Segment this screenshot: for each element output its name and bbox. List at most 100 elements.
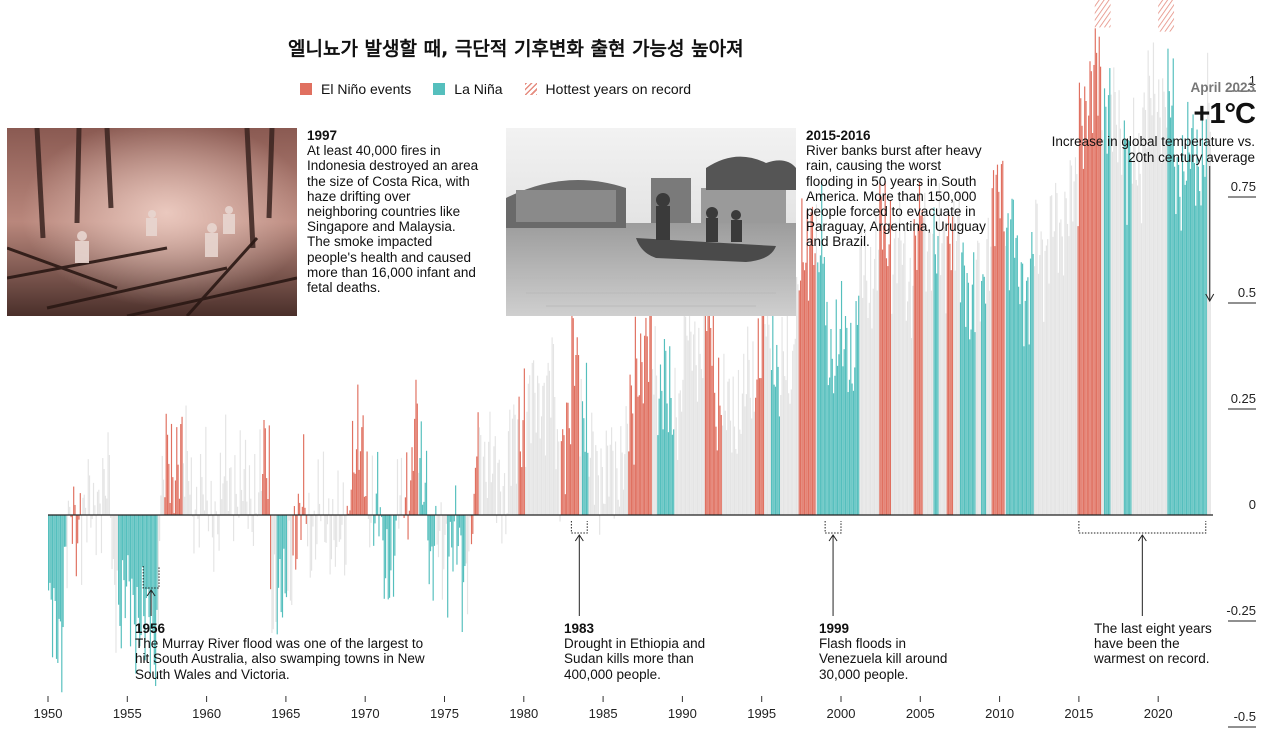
anomaly-bar: [1189, 168, 1192, 515]
anomaly-bar: [198, 515, 200, 548]
anomaly-bar: [571, 304, 573, 515]
anomaly-bar: [115, 515, 117, 653]
anomaly-bar: [223, 476, 225, 515]
anomaly-bar: [908, 281, 910, 515]
anomaly-bar: [1129, 141, 1131, 515]
anomaly-bar: [632, 413, 634, 515]
anomaly-bar: [248, 465, 251, 515]
anomaly-bar: [1000, 164, 1003, 515]
anomaly-bar: [704, 311, 706, 515]
anomaly-bar: [1208, 102, 1210, 515]
anomaly-bar: [262, 473, 264, 515]
anomaly-bar: [221, 499, 223, 515]
anomaly-bar: [645, 317, 647, 515]
anomaly-bar: [876, 290, 878, 515]
anomaly-bar: [387, 515, 389, 600]
anomaly-bar: [422, 504, 424, 515]
anomaly-bar: [362, 415, 364, 515]
anomaly-bar: [629, 374, 631, 515]
anomaly-bar: [576, 337, 578, 515]
anomaly-bar: [1150, 98, 1152, 516]
anomaly-bar: [809, 245, 811, 515]
anomaly-bar: [991, 188, 993, 516]
anomaly-bar: [994, 246, 996, 516]
anomaly-bar: [256, 515, 258, 517]
anomaly-bar: [1041, 239, 1044, 515]
anomaly-bar: [835, 299, 837, 515]
anomaly-bar: [572, 318, 574, 515]
anomaly-bar: [1191, 128, 1193, 515]
anomaly-bar: [218, 515, 220, 551]
anomaly-bar: [95, 515, 97, 556]
anomaly-bar: [492, 473, 494, 515]
anomaly-bar: [975, 259, 977, 515]
current-date: April 2023: [1190, 80, 1255, 95]
anomaly-bar: [850, 322, 852, 515]
anomaly-bar: [344, 515, 346, 576]
annotation-arrow-head: [828, 534, 838, 542]
anomaly-bar: [752, 341, 754, 515]
anomaly-bar: [210, 480, 212, 515]
el-nino-swatch: [300, 83, 312, 95]
anomaly-bar: [591, 412, 593, 515]
anomaly-bar: [91, 515, 93, 520]
y-tick-label: 0.25: [1231, 391, 1256, 406]
anomaly-bar: [722, 425, 724, 515]
anomaly-bar: [247, 515, 249, 529]
anomaly-bar: [474, 467, 477, 515]
anomaly-bar: [386, 515, 388, 530]
anomaly-bar: [459, 515, 461, 528]
anomaly-bar: [859, 244, 861, 515]
anomaly-bar: [1159, 117, 1161, 515]
anomaly-bar: [924, 192, 926, 516]
anomaly-bar: [1131, 183, 1133, 515]
anomaly-bar: [114, 515, 116, 585]
anomaly-bar: [396, 459, 399, 515]
anomaly-bar: [48, 515, 50, 591]
anomaly-bar: [715, 426, 717, 515]
anomaly-bar: [161, 455, 163, 515]
anomaly-bar: [588, 476, 590, 515]
anomaly-bar: [674, 367, 676, 515]
anomaly-bar: [173, 513, 175, 515]
anomaly-bar: [573, 385, 576, 515]
anomaly-bar: [127, 515, 129, 556]
anomaly-bar: [213, 515, 215, 572]
anomaly-bar: [408, 510, 410, 515]
anomaly-bar: [641, 362, 643, 515]
anomaly-bar: [657, 435, 659, 515]
anomaly-bar: [1177, 164, 1180, 515]
anomaly-bar: [646, 336, 648, 515]
anomaly-bar: [120, 515, 122, 649]
anomaly-bar: [382, 515, 384, 541]
anomaly-bar: [1125, 139, 1127, 515]
anomaly-bar: [1098, 36, 1100, 515]
anomaly-bar: [251, 515, 253, 533]
anomaly-bar: [373, 515, 375, 546]
anomaly-bar: [1045, 245, 1047, 515]
anomaly-bar: [842, 366, 844, 515]
annotation-1997: 1997 At least 40,000 fires in Indonesia …: [307, 128, 482, 295]
anomaly-bar: [1070, 165, 1073, 515]
anomaly-bar: [522, 420, 524, 515]
anomaly-bar: [870, 246, 872, 515]
anomaly-bar: [443, 515, 445, 570]
anomaly-bar: [527, 383, 529, 515]
anomaly-bar: [577, 355, 580, 515]
anomaly-bar: [276, 515, 278, 635]
anomaly-bar: [691, 370, 693, 515]
anomaly-bar: [951, 216, 954, 515]
anomaly-bar: [1117, 162, 1119, 516]
anomaly-bar: [296, 515, 298, 560]
anomaly-bar: [636, 358, 638, 515]
x-tick-label: 1960: [192, 706, 221, 721]
anomaly-bar: [637, 396, 639, 515]
anomaly-bar: [1123, 120, 1125, 516]
anomaly-bar: [341, 515, 343, 525]
anomaly-bar: [1185, 180, 1188, 515]
legend-hottest-label: Hottest years on record: [545, 81, 692, 97]
anomaly-bar: [503, 473, 506, 515]
anomaly-bar: [318, 503, 321, 515]
anomaly-bar: [844, 316, 847, 515]
anomaly-bar: [488, 441, 490, 515]
